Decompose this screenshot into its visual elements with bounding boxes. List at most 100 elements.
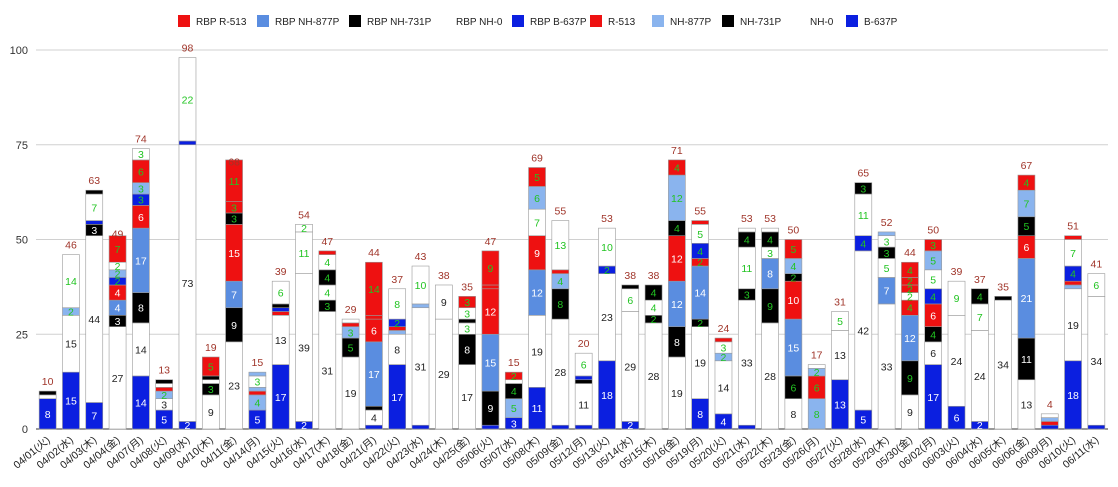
segment-value-label: 8: [45, 409, 51, 421]
segment-value-label: 4: [721, 416, 727, 428]
segment-value-label: 11: [1021, 354, 1032, 366]
bar-segment: [1017, 174, 1036, 191]
segment-value-label: 9: [954, 293, 960, 305]
segment-value-label: 31: [321, 365, 333, 377]
segment-value-label: 4: [930, 329, 936, 341]
segment-value-label: 7: [1024, 198, 1030, 210]
bar-total-label: 51: [1067, 221, 1079, 233]
segment-value-label: 5: [930, 274, 936, 286]
segment-value-label: 7: [91, 202, 97, 214]
segment-value-label: 5: [790, 244, 796, 256]
segment-value-label: 44: [88, 314, 100, 326]
bar-total-label: 55: [555, 206, 567, 218]
segment-value-label: 2: [907, 284, 913, 296]
segment-value-label: 4: [674, 223, 680, 235]
legend-label: RBP B-637P: [530, 17, 587, 28]
segment-value-label: 6: [581, 360, 587, 372]
segment-value-label: 4: [651, 303, 657, 315]
segment-value-label: 11: [299, 248, 310, 260]
bar-total-label: 68: [228, 156, 240, 168]
segment-value-label: 29: [438, 369, 450, 381]
segment-value-label: 3: [138, 149, 144, 161]
segment-value-label: 5: [884, 263, 890, 275]
segment-value-label: 6: [1093, 280, 1099, 292]
bar-total-label: 67: [1021, 160, 1033, 172]
segment-value-label: 39: [298, 343, 310, 355]
segment-value-label: 15: [228, 248, 240, 260]
legend-swatch: [349, 15, 361, 27]
segment-value-label: 7: [1070, 248, 1076, 260]
segment-value-label: 10: [601, 242, 613, 254]
segment-value-label: 4: [115, 303, 121, 315]
segment-value-label: 4: [115, 288, 121, 300]
segment-value-label: 17: [461, 392, 473, 404]
segment-value-label: 2: [790, 272, 796, 284]
segment-value-label: 9: [488, 403, 494, 415]
bar-total-label: 65: [857, 168, 869, 180]
bar-total-label: 44: [368, 247, 380, 259]
bar-total-label: 38: [648, 270, 660, 282]
bar-total-label: 37: [974, 274, 986, 286]
segment-value-label: 6: [534, 193, 540, 205]
segment-value-label: 6: [138, 212, 144, 224]
bar-segment: [621, 284, 640, 290]
segment-value-label: 4: [511, 386, 517, 398]
legend-label: R-513: [608, 17, 636, 28]
segment-value-label: 4: [977, 291, 983, 303]
segment-value-label: 4: [254, 397, 260, 409]
bar-total-label: 20: [578, 338, 590, 350]
bar-total-label: 63: [88, 175, 100, 187]
legend-label: NH-877P: [670, 17, 711, 28]
segment-value-label: 6: [138, 166, 144, 178]
bar-segment: [574, 379, 593, 384]
bar-segment: [458, 296, 476, 309]
segment-value-label: 8: [394, 299, 400, 311]
bar-segment: [737, 227, 756, 233]
segment-value-label: 2: [115, 261, 121, 273]
segment-value-label: 6: [278, 288, 284, 300]
segment-value-label: 14: [135, 397, 147, 409]
segment-value-label: 4: [557, 276, 563, 288]
segment-value-label: 2: [977, 420, 983, 432]
segment-value-label: 8: [790, 409, 796, 421]
segment-value-label: 5: [697, 229, 703, 241]
bar-segment: [551, 220, 570, 271]
segment-value-label: 7: [231, 289, 237, 301]
segment-value-label: 11: [578, 399, 589, 411]
legend-swatch: [590, 15, 602, 27]
segment-value-label: 3: [744, 289, 750, 301]
segment-value-label: 6: [930, 310, 936, 322]
y-tick-label: 50: [16, 235, 28, 247]
bar-segment: [598, 227, 616, 267]
segment-value-label: 14: [694, 288, 706, 300]
segment-value-label: 2: [68, 307, 74, 319]
segment-value-label: 17: [275, 392, 287, 404]
segment-value-label: 3: [767, 248, 773, 260]
bar-segment: [411, 265, 430, 305]
segment-value-label: 4: [324, 288, 330, 300]
segment-value-label: 9: [907, 373, 913, 385]
segment-value-label: 6: [930, 348, 936, 360]
bar-segment: [155, 387, 173, 392]
segment-value-label: 8: [697, 409, 703, 421]
segment-value-label: 2: [185, 420, 191, 432]
bar-total-label: 50: [788, 225, 800, 237]
legend-label: RBP NH-0: [456, 17, 503, 28]
segment-value-label: 23: [228, 380, 240, 392]
bar-segment: [411, 424, 430, 430]
segment-value-label: 2: [721, 352, 727, 364]
segment-value-label: 13: [275, 335, 287, 347]
segment-value-label: 9: [767, 301, 773, 313]
legend-label: RBP NH-877P: [275, 17, 340, 28]
segment-value-label: 13: [834, 350, 846, 362]
bar-segment: [551, 269, 570, 274]
gridlines: [36, 49, 1108, 430]
segment-value-label: 10: [788, 295, 800, 307]
segment-value-label: 18: [1067, 390, 1079, 402]
bar-total-label: 98: [182, 43, 194, 55]
bar-total-label: 37: [391, 274, 403, 286]
segment-value-label: 24: [951, 356, 963, 368]
segment-value-label: 8: [464, 344, 470, 356]
segment-value-label: 4: [767, 235, 773, 247]
segment-value-label: 33: [881, 361, 893, 373]
